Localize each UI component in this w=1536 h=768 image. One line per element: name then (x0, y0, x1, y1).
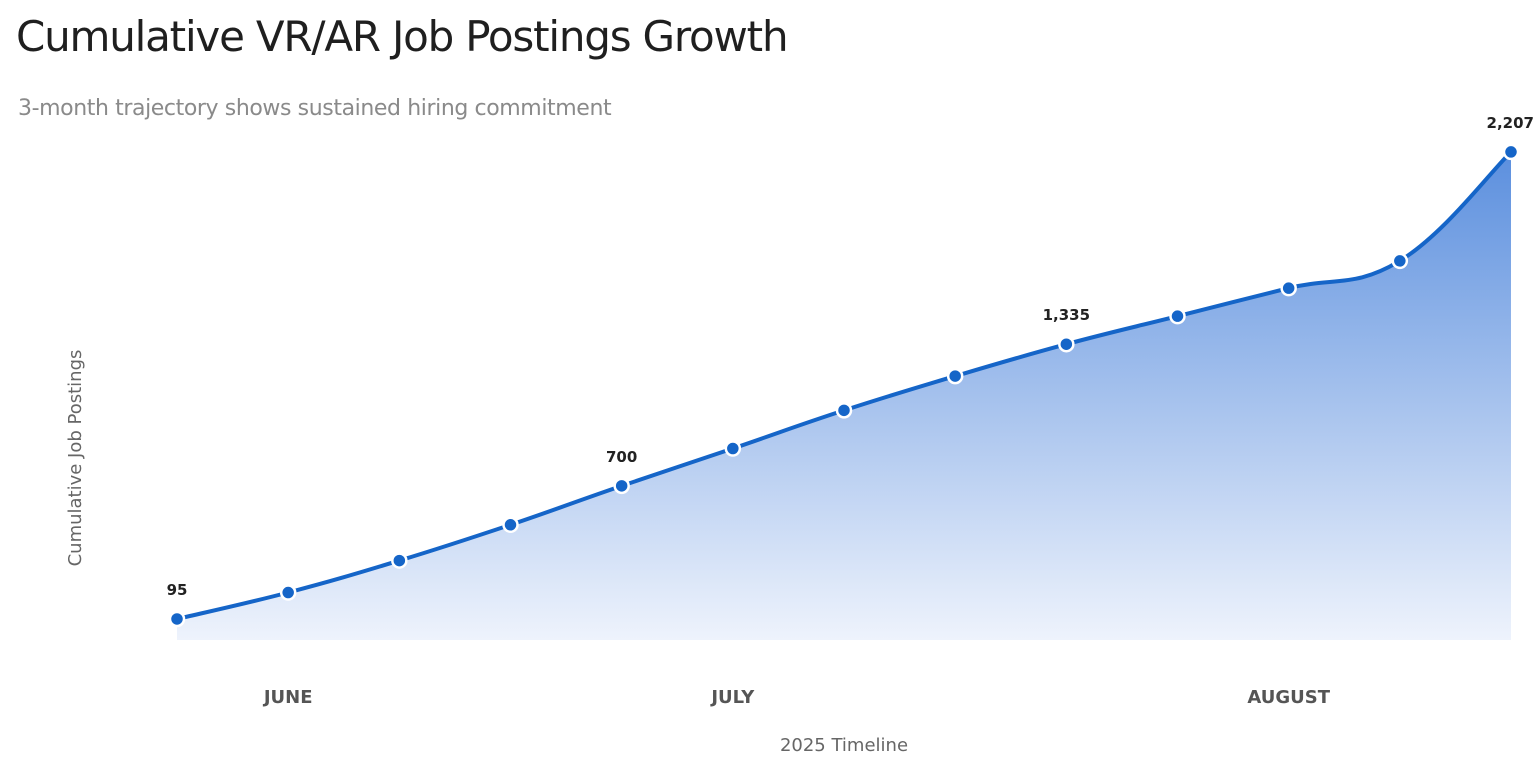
data-label: 1,335 (1043, 306, 1090, 324)
area-fill (177, 151, 1511, 640)
data-point (1391, 252, 1409, 270)
x-tick-label: AUGUST (1247, 687, 1330, 708)
data-point (1280, 279, 1297, 297)
data-point (613, 477, 630, 495)
data-point (835, 402, 853, 419)
x-tick-label: JUNE (262, 687, 313, 708)
data-label: 700 (606, 448, 637, 466)
data-labels: 95 700 1,335 2,207 (167, 114, 1534, 599)
data-point (724, 440, 742, 457)
x-axis-ticks: JUNE JULY AUGUST (262, 687, 1331, 708)
data-label: 95 (167, 581, 188, 599)
data-point (502, 516, 519, 534)
data-point (1169, 307, 1186, 325)
data-label: 2,207 (1487, 114, 1534, 132)
data-point (1502, 143, 1520, 161)
data-point (279, 584, 297, 601)
x-axis-title: 2025 Timeline (780, 735, 908, 756)
data-point (946, 367, 964, 385)
chart-subtitle: 3-month trajectory shows sustained hirin… (18, 96, 612, 121)
data-point (1058, 335, 1075, 353)
data-point (391, 552, 408, 569)
y-axis-title: Cumulative Job Postings (65, 350, 86, 567)
data-points (168, 143, 1520, 628)
chart-title: Cumulative VR/AR Job Postings Growth (16, 12, 789, 61)
data-point (168, 610, 186, 628)
x-tick-label: JULY (709, 687, 755, 708)
